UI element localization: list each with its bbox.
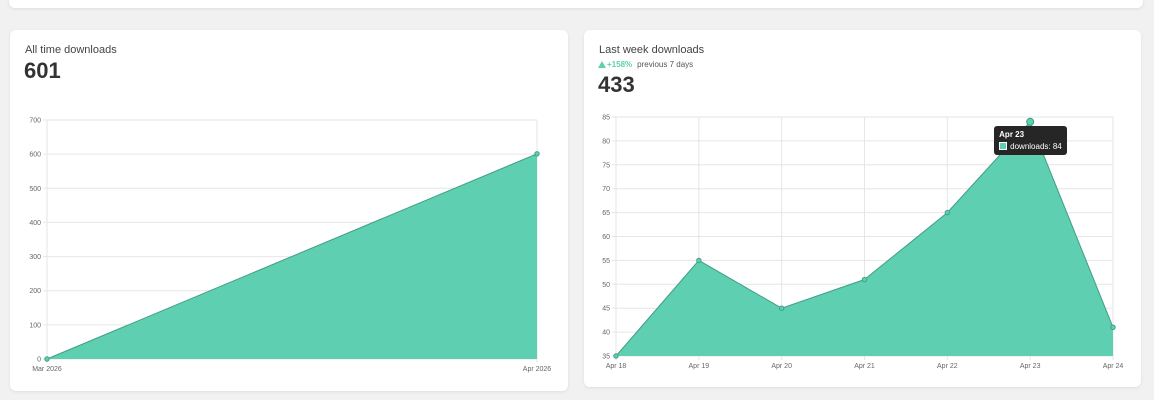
- data-point[interactable]: [1110, 324, 1116, 331]
- data-point[interactable]: [1026, 117, 1035, 126]
- y-tick-label: 75: [602, 162, 610, 169]
- y-tick-label: 70: [602, 186, 610, 193]
- y-tick-label: 45: [602, 306, 610, 313]
- card-value: 601: [24, 58, 61, 83]
- data-point[interactable]: [44, 356, 50, 362]
- y-tick-label: 35: [602, 354, 610, 361]
- legend-swatch: [999, 142, 1008, 151]
- change-indicator: +158% previous 7 days: [598, 60, 693, 69]
- y-tick-label: 80: [602, 138, 610, 145]
- tooltip-title: Apr 23: [999, 129, 1025, 139]
- data-point[interactable]: [696, 257, 702, 264]
- y-tick-label: 55: [602, 258, 610, 265]
- x-tick-label: Apr 24: [1103, 363, 1124, 370]
- y-tick-label: 200: [29, 288, 41, 295]
- x-tick-label: Apr 19: [689, 363, 710, 370]
- y-tick-label: 40: [602, 330, 610, 337]
- card-title: Last week downloads: [599, 44, 705, 56]
- change-label: previous 7 days: [637, 60, 694, 69]
- y-tick-label: 85: [602, 115, 610, 122]
- data-point[interactable]: [778, 305, 785, 311]
- x-tick-label: Apr 22: [937, 363, 958, 370]
- all-time-area-chart[interactable]: 0 100 200 300 400 500 600 700 Mar 2026 Apr 2026: [10, 30, 568, 391]
- y-tick-label: 100: [29, 322, 41, 329]
- x-tick-label: Apr 21: [854, 363, 875, 370]
- y-tick-label: 700: [29, 118, 41, 125]
- series-area: [616, 121, 1113, 356]
- y-tick-label: 600: [29, 152, 41, 159]
- x-tick-label: Apr 18: [606, 363, 627, 370]
- data-point[interactable]: [613, 353, 619, 359]
- tooltip-label: downloads: 84: [1010, 141, 1062, 151]
- x-tick-label: Apr 20: [771, 363, 792, 370]
- card-value: 433: [598, 72, 635, 97]
- x-tick-label: Mar 2026: [32, 366, 62, 373]
- y-tick-label: 400: [29, 220, 41, 227]
- x-tick-label: Apr 23: [1020, 363, 1041, 370]
- y-tick-label: 50: [602, 282, 610, 289]
- y-tick-label: 60: [602, 234, 610, 241]
- y-tick-label: 300: [29, 254, 41, 261]
- chart-tooltip: Apr 23 downloads: 84: [994, 125, 1067, 155]
- data-point[interactable]: [861, 276, 868, 283]
- top-card-edge: [9, 0, 1143, 8]
- y-tick-label: 500: [29, 186, 41, 193]
- x-tick-label: Apr 2026: [523, 366, 552, 373]
- change-percent: +158%: [607, 60, 633, 69]
- y-tick-label: 0: [37, 357, 41, 364]
- all-time-downloads-card: All time downloads 601 0 100 200 300 400 500 6…: [10, 30, 568, 391]
- series-line: [46, 153, 538, 360]
- card-title: All time downloads: [25, 44, 117, 56]
- last-week-area-chart[interactable]: 35 40 45 50 55 60 65 70 75 80 85 Apr 18 Apr 19 Apr 20…: [584, 30, 1141, 387]
- last-week-downloads-card: Last week downloads +158% previous 7 day…: [584, 30, 1141, 387]
- data-point[interactable]: [944, 209, 951, 216]
- y-tick-label: 65: [602, 210, 610, 217]
- up-arrow-icon: [598, 61, 606, 68]
- data-point[interactable]: [534, 151, 540, 157]
